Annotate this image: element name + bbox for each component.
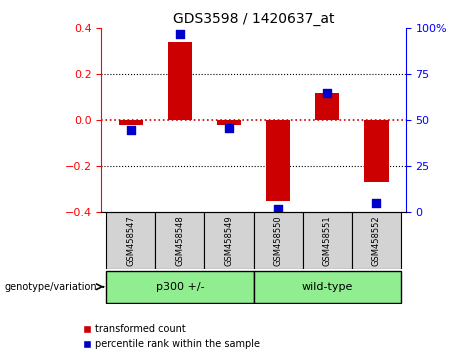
Text: GSM458552: GSM458552 <box>372 215 381 266</box>
Bar <box>205 212 254 269</box>
Text: GSM458551: GSM458551 <box>323 215 331 266</box>
Bar <box>364 120 389 183</box>
Point <box>225 125 233 131</box>
Bar <box>168 42 192 120</box>
Text: GSM458549: GSM458549 <box>225 215 234 266</box>
Bar <box>106 271 254 303</box>
Point <box>274 206 282 212</box>
Bar <box>266 120 290 201</box>
Point <box>324 90 331 96</box>
Text: GSM458548: GSM458548 <box>176 215 184 266</box>
Bar <box>106 212 155 269</box>
Bar <box>254 212 302 269</box>
Text: wild-type: wild-type <box>301 282 353 292</box>
Bar <box>302 212 352 269</box>
Point <box>372 200 380 206</box>
Legend: transformed count, percentile rank within the sample: transformed count, percentile rank withi… <box>83 324 260 349</box>
Bar <box>254 271 401 303</box>
Text: genotype/variation: genotype/variation <box>5 282 97 292</box>
Bar <box>217 120 241 125</box>
Point <box>127 127 135 132</box>
Text: p300 +/-: p300 +/- <box>156 282 204 292</box>
Text: GSM458547: GSM458547 <box>126 215 136 266</box>
Bar <box>315 93 339 120</box>
Bar <box>155 212 205 269</box>
Title: GDS3598 / 1420637_at: GDS3598 / 1420637_at <box>173 12 334 26</box>
Bar <box>118 120 143 125</box>
Bar <box>352 212 401 269</box>
Point <box>176 31 183 37</box>
Text: GSM458550: GSM458550 <box>273 215 283 266</box>
